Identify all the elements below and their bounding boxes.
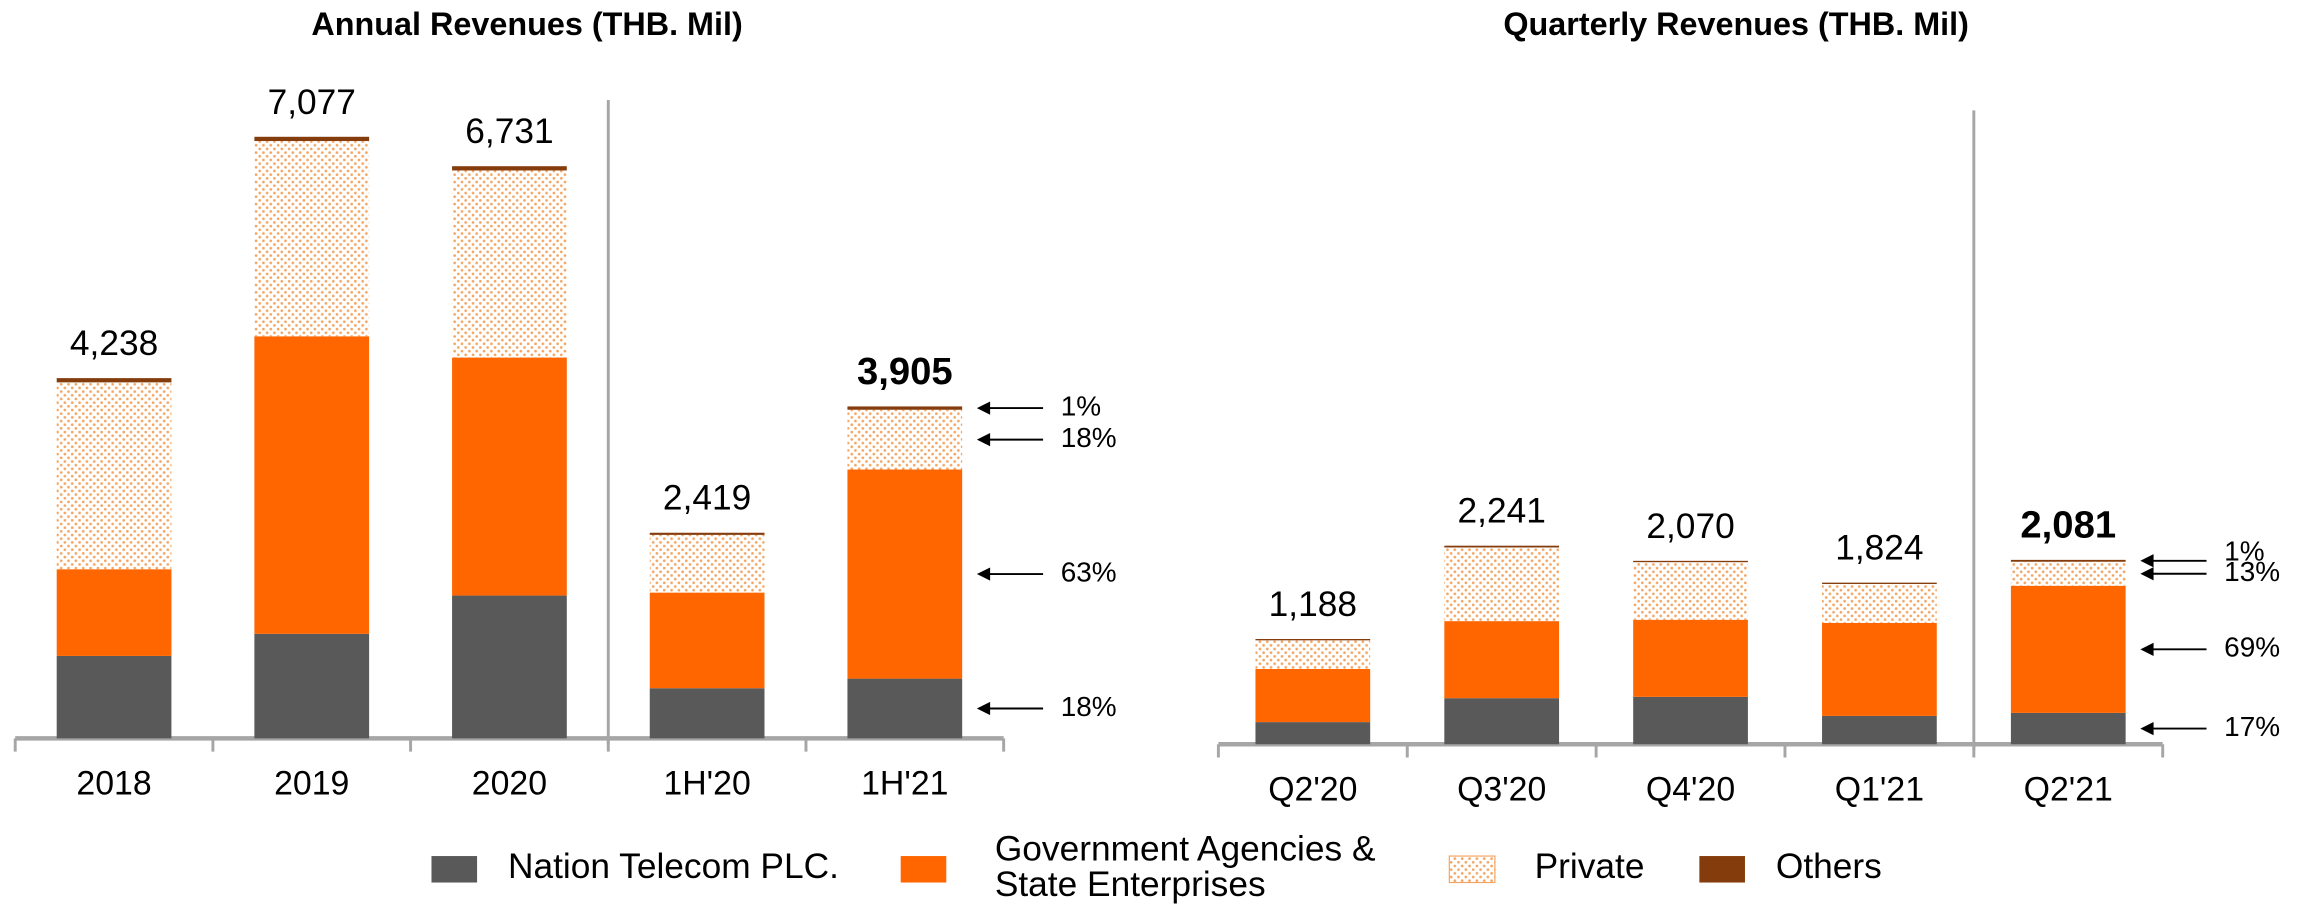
total-label: 1,824 [1835,529,1923,568]
legend-swatch [900,856,947,883]
share-arrowhead [2140,642,2154,656]
share-arrowhead [2140,721,2154,736]
legend-swatch [431,856,478,883]
x-tick-label: 1H'21 [861,764,948,802]
total-label: 4,238 [70,324,158,363]
total-label: 3,905 [857,350,953,393]
total-label: 1,188 [1269,585,1357,624]
share-arrowhead [2140,567,2154,581]
bar-segment [1633,562,1748,620]
share-label: 1% [2224,536,2264,567]
bar-segment [847,678,963,739]
share-arrowhead [976,433,991,447]
bar-segment [1822,622,1937,716]
x-tick-label: Q4'20 [1646,770,1735,808]
bar-segment [1633,619,1748,697]
bar-segment [1633,696,1748,745]
legend-label: Private [1534,850,1645,887]
total-label: 2,081 [2020,504,2116,547]
bar-segment [1444,545,1560,548]
total-label: 2,241 [1458,492,1546,531]
chart-title: Annual Revenues (THB. Mil) [311,6,742,42]
bar-segment [1444,547,1560,622]
x-tick-label: Q2'20 [1268,770,1357,808]
x-tick-label: Q3'20 [1457,770,1546,808]
bar-segment [1255,722,1371,745]
bar-segment [452,357,567,596]
bar-segment [452,170,567,358]
bar-segment [847,409,963,470]
bar-segment [1255,640,1371,669]
bar-segment [254,336,370,634]
share-label: 18% [1061,691,1117,722]
bar-segment [56,569,172,656]
bar-segment [1255,638,1371,641]
bar-segment [254,141,370,337]
x-tick-label: 2019 [274,764,349,802]
bar-segment [452,166,567,171]
share-label: 69% [2224,632,2280,663]
bar-segment [847,469,963,679]
bar-segment [254,136,370,142]
share-label: 18% [1061,422,1117,453]
legend-label: Others [1775,850,1882,887]
bar-segment [1255,668,1371,723]
share-label: 63% [1061,556,1117,587]
total-label: 6,731 [465,112,553,151]
legend-item: Government Agencies & State Enterprises [994,832,1376,905]
bar-segment [649,688,765,739]
legend-item: Private [1534,850,1645,887]
legend-swatch [1699,856,1745,883]
bar-segment [2010,712,2126,745]
bar-segment [56,382,172,570]
chart-title: Quarterly Revenues (THB. Mil) [1503,6,1969,42]
bar-segment [56,655,172,739]
bar-segment [649,534,765,593]
bar-segment [1822,583,1937,623]
total-label: 2,419 [663,479,751,518]
bar-segment [2010,559,2126,562]
x-tick-label: Q1'21 [1835,770,1924,808]
total-label: 2,070 [1646,507,1734,546]
share-label: 1% [1061,390,1101,421]
share-arrowhead [976,567,991,581]
x-tick-label: Q2'21 [2024,770,2113,808]
bar-segment [1444,698,1560,745]
total-label: 7,077 [268,83,356,122]
bar-segment [2010,561,2126,586]
x-tick-label: 1H'20 [663,764,750,802]
share-arrowhead [2140,554,2154,568]
share-label: 13% [2224,556,2280,587]
bar-segment [847,406,963,410]
bar-segment [254,633,370,739]
legend-item: Others [1775,850,1882,887]
legend-label: Government Agencies & State Enterprises [994,832,1376,905]
legend-item: Nation Telecom PLC. [507,850,839,887]
bar-segment [649,592,765,689]
share-label: 17% [2224,711,2280,742]
bar-segment [452,595,567,739]
share-arrowhead [976,401,991,415]
legend-label: Nation Telecom PLC. [507,850,839,887]
bar-segment [1633,560,1748,563]
bar-segment [1822,582,1937,584]
legend-swatch [1448,855,1496,884]
bar-segment [2010,585,2126,713]
bar-segment [56,378,172,383]
bar-segment [649,532,765,535]
x-tick-label: 2020 [472,764,547,802]
share-arrowhead [976,701,991,716]
bar-segment [1822,715,1937,745]
x-tick-label: 2018 [76,764,151,802]
bar-segment [1444,621,1560,699]
